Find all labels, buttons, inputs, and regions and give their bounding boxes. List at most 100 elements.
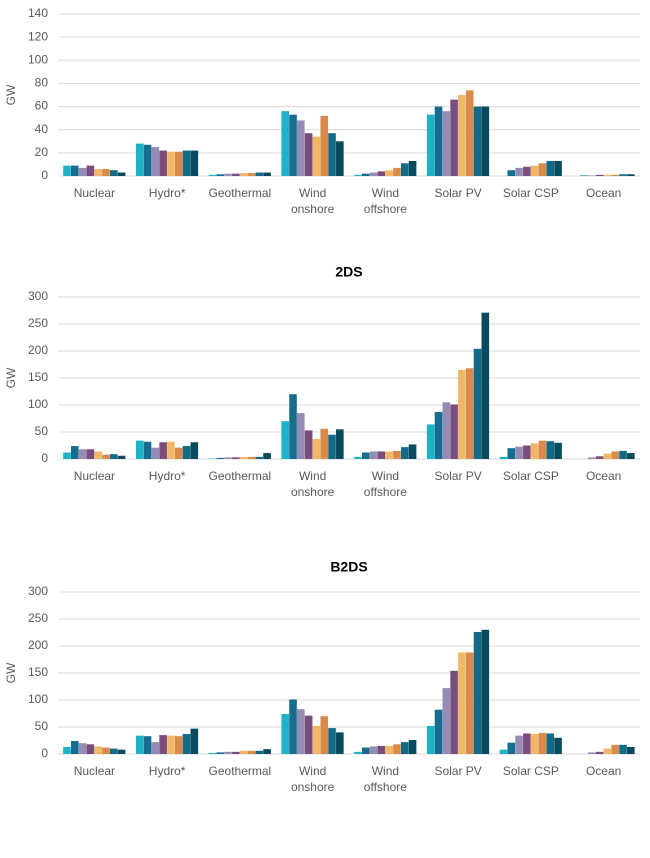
x-tick-label: Hydro* [148, 469, 186, 483]
bar [619, 744, 627, 754]
bar [611, 174, 620, 176]
bar [304, 715, 313, 754]
bar [190, 728, 199, 754]
bar [426, 424, 435, 459]
y-tick-label: 250 [28, 611, 48, 625]
bar [580, 175, 588, 176]
bar [190, 150, 199, 176]
bar [530, 443, 539, 459]
bar [143, 736, 152, 754]
bar [481, 629, 490, 754]
y-tick-label: 150 [28, 370, 48, 384]
bar [481, 312, 490, 459]
bar [304, 133, 313, 176]
x-tick-label: Ocean [585, 186, 622, 200]
bar [216, 174, 225, 176]
bar [595, 751, 604, 754]
bar [538, 440, 547, 459]
x-tick-label: Ocean [585, 469, 622, 483]
bar [377, 451, 386, 459]
bar [159, 442, 167, 459]
bar [94, 746, 102, 754]
bar [530, 165, 539, 176]
x-tick-label: Nuclear [73, 764, 116, 778]
bar [263, 172, 271, 176]
y-tick-label: 300 [28, 584, 48, 598]
bar [63, 746, 71, 754]
bar [627, 746, 635, 754]
x-tick-label: Wind onshore [290, 469, 335, 499]
bar [151, 147, 160, 176]
bar [78, 449, 87, 459]
x-tick-label: Solar PV [434, 186, 482, 200]
bar [94, 451, 102, 459]
bar [135, 440, 144, 459]
bar [224, 173, 232, 176]
bar [247, 173, 256, 176]
bar [450, 404, 458, 459]
bar [588, 752, 596, 754]
x-tick-label: Wind onshore [290, 186, 335, 216]
bar [627, 174, 635, 176]
bar [255, 172, 264, 176]
bar [78, 167, 87, 176]
bar [297, 120, 305, 176]
bar [102, 454, 110, 459]
bar [78, 743, 87, 754]
bar [465, 90, 474, 176]
y-axis-label: GW [4, 662, 18, 683]
bar [507, 742, 516, 754]
x-tick-label: Hydro* [148, 764, 186, 778]
bar [328, 133, 336, 176]
bar [546, 733, 555, 754]
bar [481, 106, 490, 176]
x-tick-label: Solar CSP [502, 469, 559, 483]
bar [400, 742, 409, 754]
bar [393, 450, 401, 459]
bar [354, 751, 362, 754]
x-tick-label: Wind offshore [363, 186, 407, 216]
bar [63, 165, 71, 176]
y-tick-label: 0 [41, 746, 48, 760]
bar [281, 111, 290, 176]
bar [499, 456, 508, 459]
x-tick-label: Geothermal [208, 186, 272, 200]
bar [109, 170, 118, 176]
y-tick-label: 50 [35, 424, 49, 438]
bar [328, 434, 336, 459]
bar [408, 160, 417, 176]
bar [450, 99, 458, 176]
bar [281, 714, 290, 754]
bar [312, 439, 321, 459]
y-tick-label: 150 [28, 665, 48, 679]
y-tick-label: 250 [28, 316, 48, 330]
x-tick-label: Geothermal [208, 469, 272, 483]
y-tick-label: 50 [35, 719, 49, 733]
bar [159, 735, 167, 754]
bar [190, 442, 199, 459]
bar [208, 752, 217, 754]
bar [361, 452, 370, 459]
bar [515, 446, 523, 459]
x-tick-label: Wind offshore [363, 469, 407, 499]
y-axis-label: GW [4, 84, 18, 105]
bar [595, 174, 604, 176]
bar [102, 747, 110, 754]
y-tick-label: 100 [28, 397, 48, 411]
bar [151, 742, 160, 754]
bar [442, 111, 451, 176]
bar [232, 173, 240, 176]
bar [426, 114, 435, 176]
bar [336, 429, 344, 459]
bar [385, 745, 393, 754]
bar [507, 448, 516, 459]
bar [377, 745, 386, 754]
bar [465, 368, 474, 459]
bar [523, 166, 531, 176]
bar [400, 163, 409, 176]
bar [507, 170, 516, 176]
y-tick-label: 100 [28, 692, 48, 706]
bar [320, 716, 329, 754]
bar [408, 444, 417, 459]
bar [458, 369, 466, 459]
